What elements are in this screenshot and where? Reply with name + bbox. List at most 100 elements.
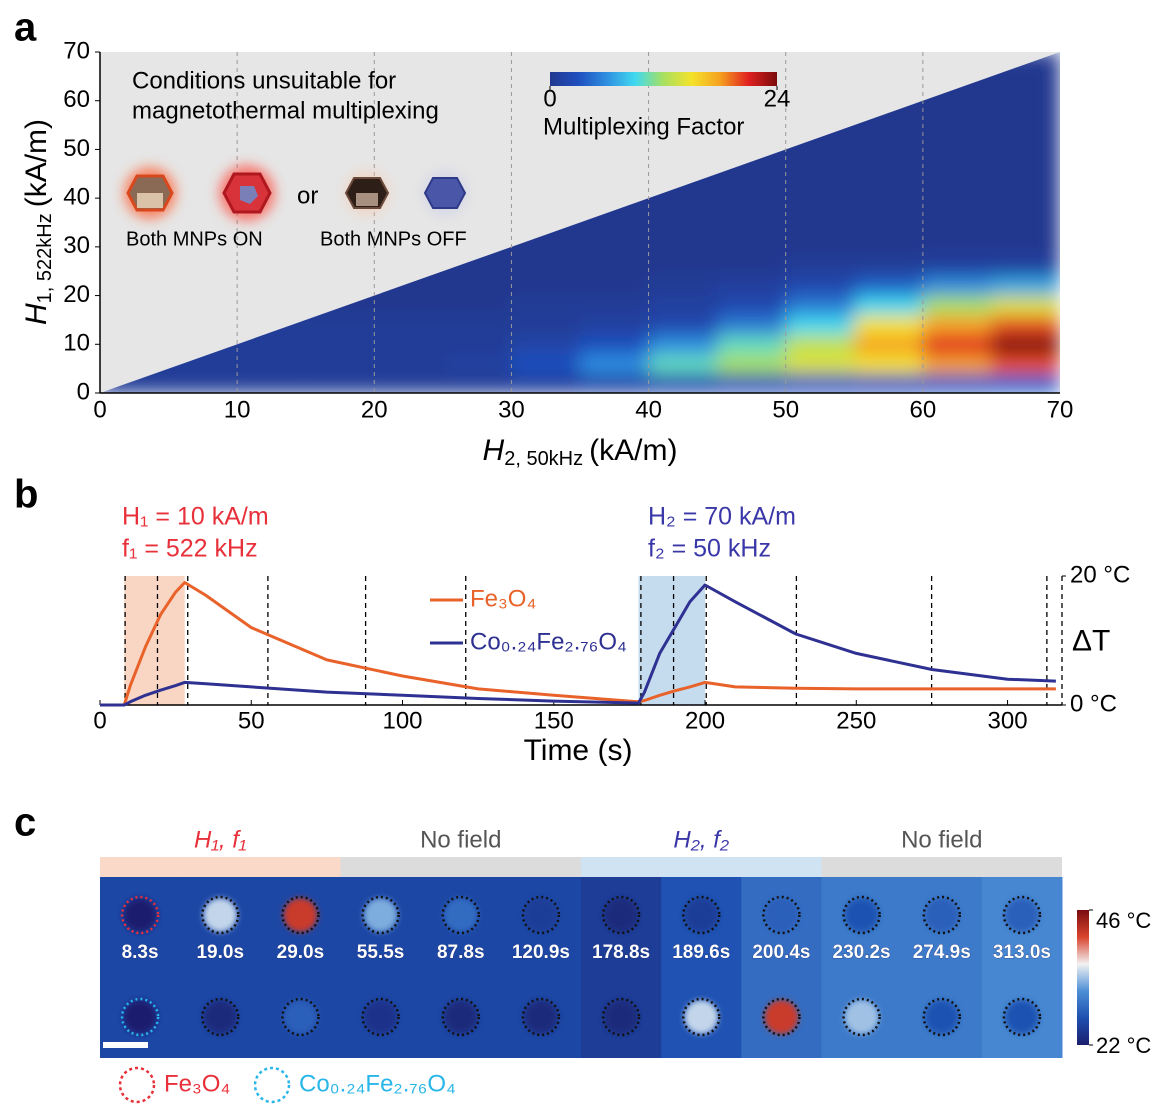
spot-outline bbox=[281, 997, 320, 1037]
heatmap-cell bbox=[785, 334, 855, 355]
heatmap-cell bbox=[991, 334, 1060, 355]
heatmap-cell bbox=[511, 354, 580, 375]
y-tick-label: 70 bbox=[63, 37, 90, 64]
legend-label: Fe₃O₄ bbox=[164, 1070, 230, 1097]
particle-spot bbox=[924, 898, 959, 932]
panel-c: H₁, f₁ No field H₂, f₂ No field Fe₃O₄ Co₀.₂₄F… bbox=[100, 826, 1151, 1104]
y-axis-label: ΔT bbox=[1072, 624, 1110, 657]
heatmap-cell bbox=[785, 373, 855, 393]
x-tick-label: 10 bbox=[224, 396, 251, 423]
heatmap-cell bbox=[511, 276, 580, 297]
time-label: 200.4s bbox=[752, 942, 810, 963]
heatmap-cell bbox=[305, 354, 375, 375]
y-tick-label: 30 bbox=[63, 232, 90, 259]
legend-label: Fe₃O₄ bbox=[470, 585, 536, 612]
heatmap-cell bbox=[785, 276, 855, 297]
particle-spot bbox=[1004, 1000, 1039, 1034]
heatmap-cell bbox=[785, 354, 855, 375]
heatmap-cell bbox=[991, 373, 1060, 393]
y-tick-label: 0 °C bbox=[1070, 690, 1117, 717]
colorbar bbox=[550, 72, 777, 86]
heatmap-cell bbox=[442, 354, 512, 375]
group-bar bbox=[821, 857, 1062, 877]
spot-outline bbox=[521, 997, 561, 1037]
particle-spot bbox=[684, 1000, 719, 1034]
legend-swatch bbox=[118, 1066, 156, 1104]
x-tick-label: 50 bbox=[772, 396, 799, 423]
x-tick-label: 60 bbox=[910, 396, 937, 423]
heatmap-cell bbox=[374, 373, 443, 393]
colorbar bbox=[1077, 910, 1089, 1045]
spot-outline bbox=[1002, 895, 1042, 935]
particle-spot bbox=[203, 1000, 238, 1034]
heatmap-cell bbox=[991, 354, 1060, 375]
spot-outline bbox=[120, 997, 160, 1037]
heatmap-cell bbox=[991, 315, 1060, 336]
spot-outline bbox=[601, 997, 641, 1037]
x-tick-label: 30 bbox=[498, 396, 525, 423]
particle-spot bbox=[684, 898, 719, 932]
heatmap-cell bbox=[991, 256, 1060, 277]
x-tick-label: 100 bbox=[382, 707, 422, 734]
time-label: 313.0s bbox=[993, 942, 1051, 963]
annotation: Both MNPs OFF bbox=[320, 228, 467, 250]
legend-label: Co₀.₂₄Fe₂.₇₆O₄ bbox=[470, 628, 627, 655]
group-label: H₁, f₁ bbox=[194, 826, 246, 853]
time-label: 29.0s bbox=[277, 942, 325, 963]
heatmap-cell bbox=[511, 315, 580, 336]
y-axis-label: H1, 522kHz(kA/m) bbox=[20, 119, 56, 325]
annotation: f₁ = 522 kHz bbox=[122, 535, 258, 563]
heatmap-cell bbox=[922, 256, 992, 277]
series-line bbox=[100, 581, 1056, 707]
particle-spot bbox=[283, 1000, 318, 1034]
particle-spot bbox=[363, 1000, 398, 1034]
group-bar bbox=[581, 857, 822, 877]
annotation: H₁ = 10 kA/m bbox=[122, 503, 269, 531]
heatmap-cell bbox=[922, 315, 992, 336]
heatmap-cell bbox=[305, 373, 375, 393]
heatmap-cell bbox=[305, 315, 375, 336]
heatmap-cell bbox=[785, 256, 855, 277]
heatmap-cell bbox=[442, 334, 512, 355]
heatmap-cell bbox=[648, 373, 718, 393]
legend-label: Co₀.₂₄Fe₂.₇₆O₄ bbox=[299, 1070, 456, 1097]
heatmap-cell bbox=[511, 373, 580, 393]
heatmap-cell bbox=[648, 354, 718, 375]
x-tick-label: 0 bbox=[93, 396, 106, 423]
highlight-span bbox=[124, 576, 185, 705]
heatmap-cell bbox=[648, 256, 718, 277]
spot-outline bbox=[762, 997, 801, 1037]
spot-outline bbox=[201, 997, 240, 1037]
annotation: Conditions unsuitable for bbox=[132, 67, 396, 94]
panel-b: 0 50 100 150 200 250 300 0 °C 20 °C ΔT Time (s) Fe₃… bbox=[93, 503, 1130, 767]
spot-outline bbox=[682, 997, 721, 1037]
time-label: 8.3s bbox=[122, 942, 159, 963]
spot-outline bbox=[682, 895, 721, 935]
series-line bbox=[100, 583, 1056, 707]
group-bar bbox=[340, 857, 581, 877]
heatmap-cell bbox=[374, 334, 443, 355]
particle-spot bbox=[764, 898, 799, 932]
heatmap-cell bbox=[511, 256, 580, 277]
spot-outline bbox=[762, 895, 801, 935]
y-tick-label: 50 bbox=[63, 135, 90, 162]
heatmap-cell bbox=[580, 315, 649, 336]
time-label: 87.8s bbox=[437, 942, 485, 963]
heatmap-cell bbox=[854, 354, 923, 375]
annotation: f₂ = 50 kHz bbox=[648, 535, 771, 563]
heatmap-cell bbox=[580, 295, 649, 316]
time-label: 274.9s bbox=[913, 942, 971, 963]
particle-spot bbox=[203, 898, 238, 932]
time-label: 189.6s bbox=[672, 942, 730, 963]
heatmap-cell bbox=[237, 373, 306, 393]
spot-outline bbox=[601, 895, 641, 935]
legend-swatch bbox=[253, 1066, 291, 1104]
y-tick-label: 40 bbox=[63, 183, 90, 210]
scale-bar bbox=[103, 1042, 148, 1048]
x-tick-label: 50 bbox=[238, 707, 265, 734]
particle-spot bbox=[443, 898, 478, 932]
particle-spot bbox=[1004, 898, 1039, 932]
heatmap-cell bbox=[580, 276, 649, 297]
spot-outline bbox=[281, 895, 320, 935]
